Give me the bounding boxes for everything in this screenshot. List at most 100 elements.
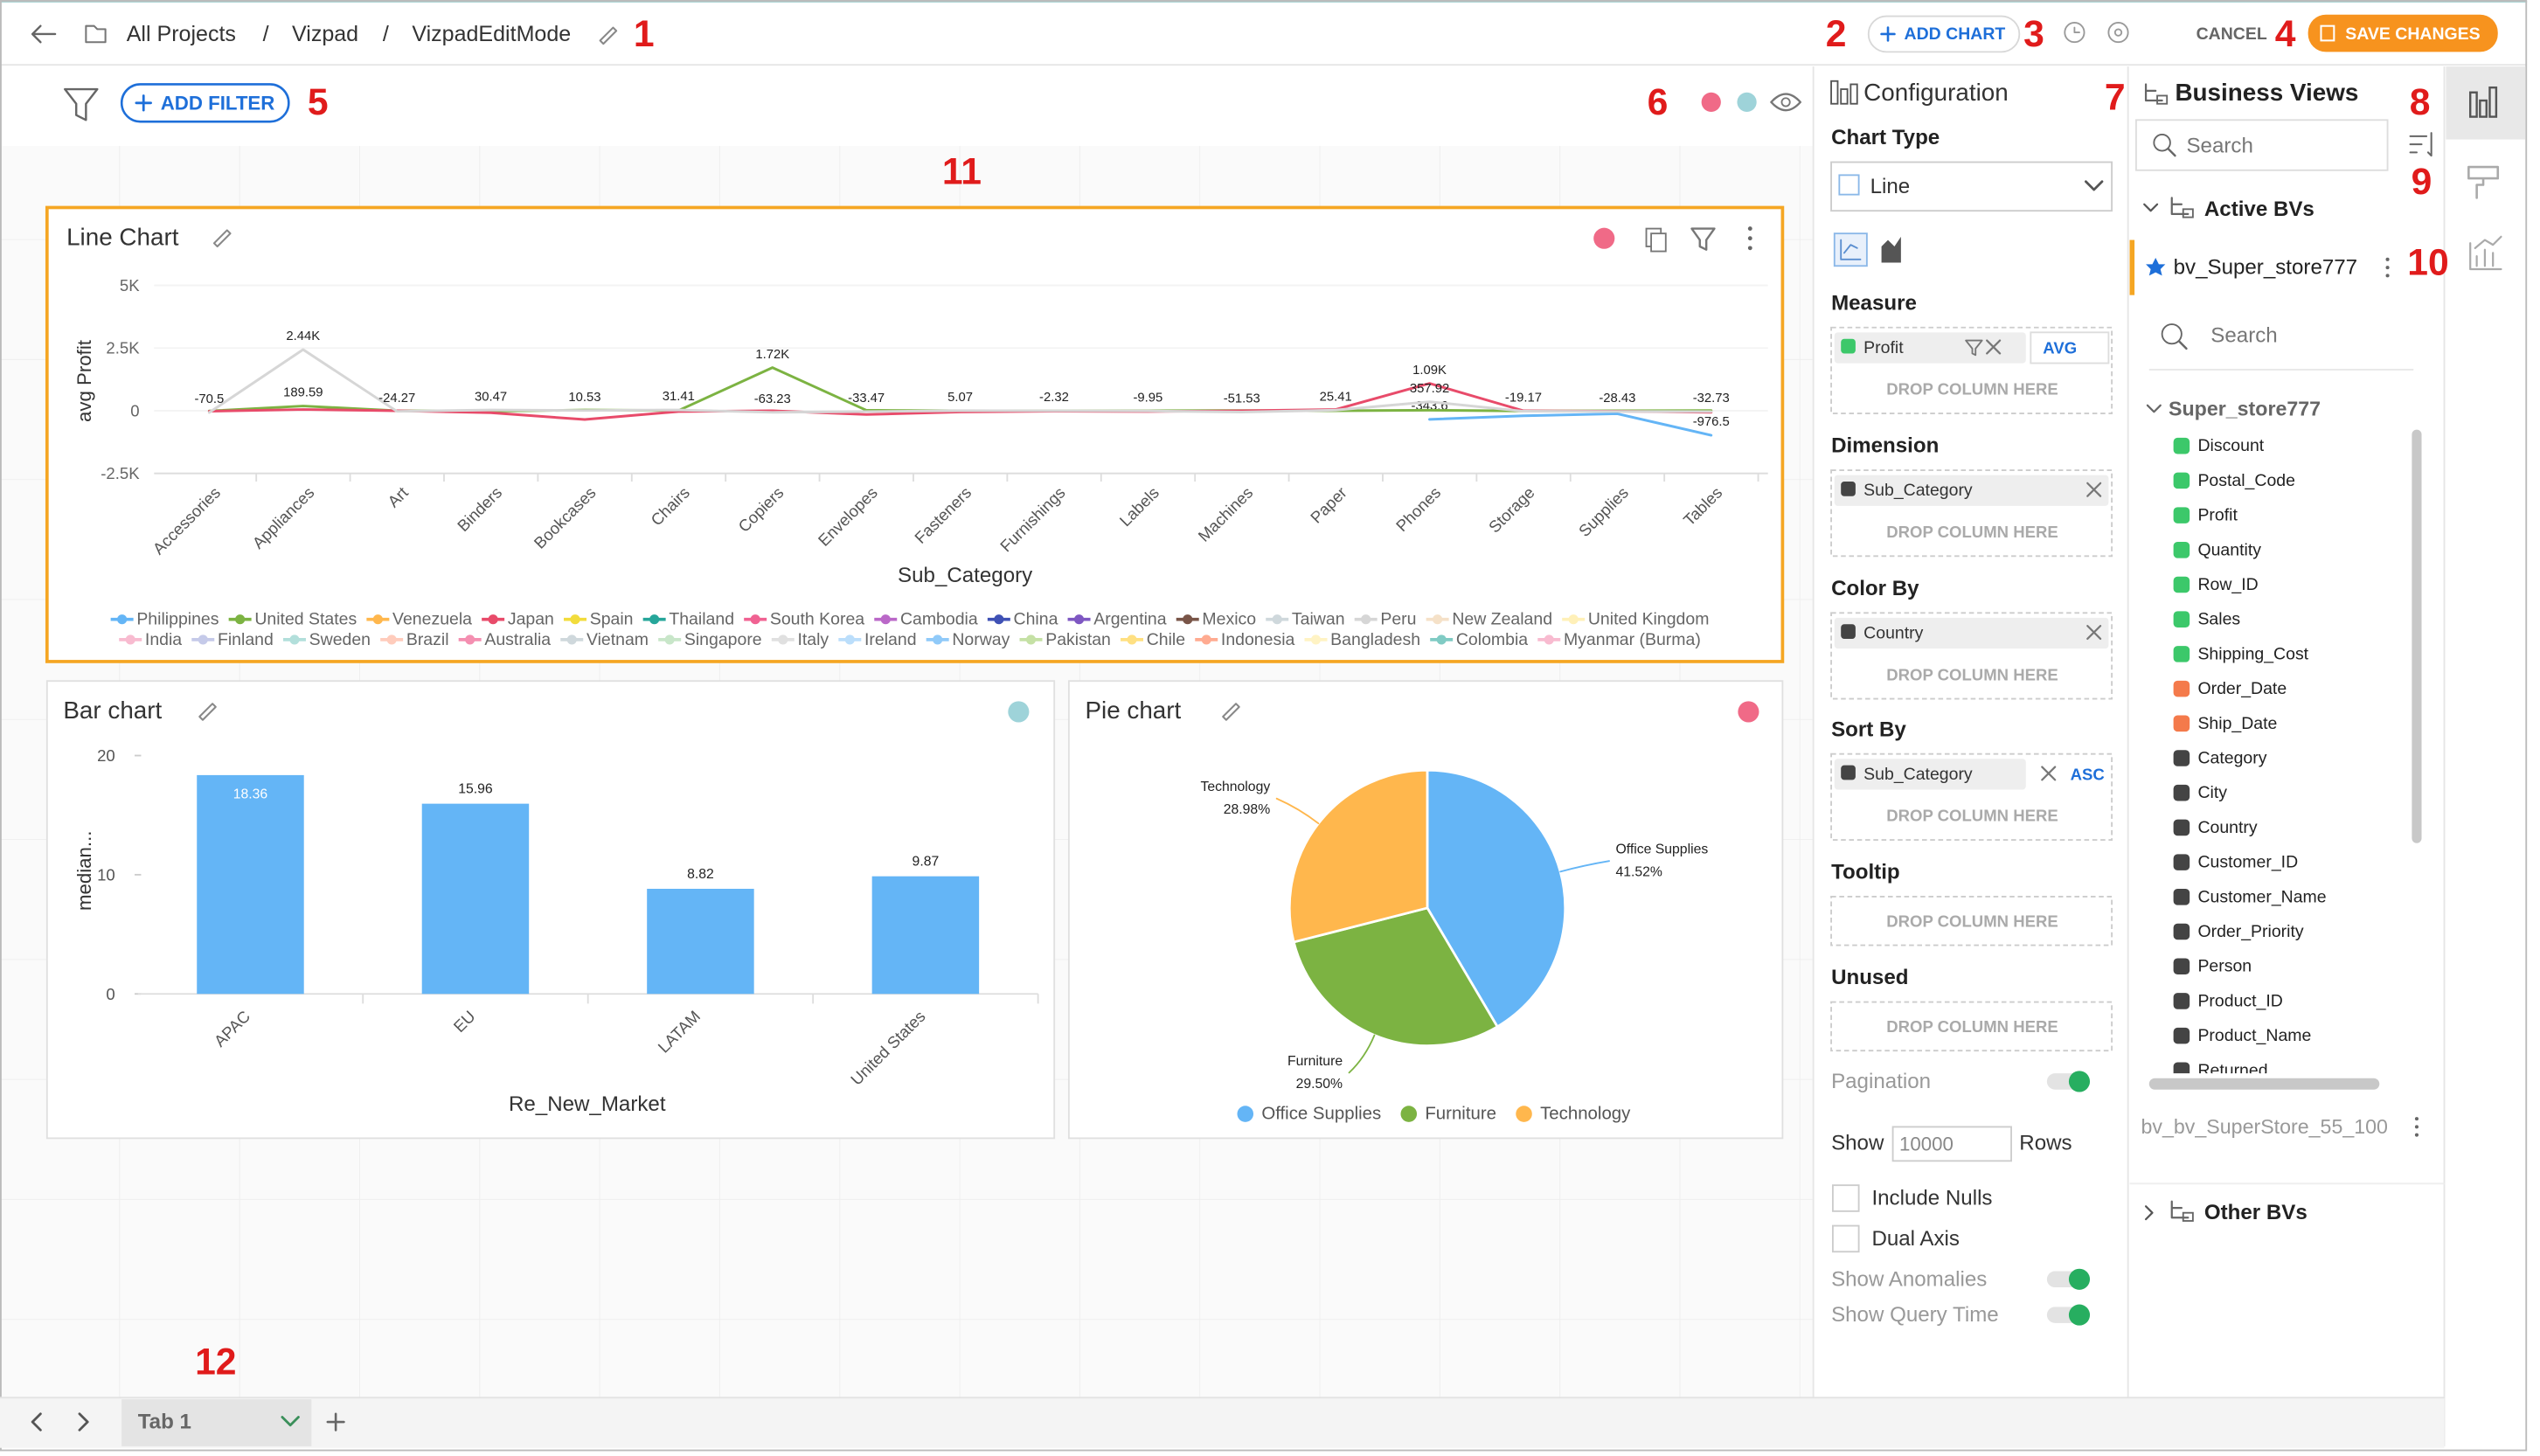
edit-icon[interactable] <box>1222 703 1240 721</box>
status-dot[interactable] <box>1738 701 1759 723</box>
filter-icon[interactable] <box>1965 339 1983 357</box>
column-name[interactable]: Order_Priority <box>2197 922 2303 941</box>
legend-item[interactable]: Pakistan <box>1019 630 1111 649</box>
legend-item[interactable]: Spain <box>564 610 634 629</box>
chart-type-value[interactable]: Line <box>1870 175 1911 198</box>
drop-zone[interactable] <box>1830 612 2113 700</box>
column-name[interactable]: Person <box>2197 957 2252 976</box>
legend-item[interactable]: Technology <box>1516 1105 1631 1124</box>
checkbox[interactable] <box>1831 1184 1860 1212</box>
column-name[interactable]: Sales <box>2197 610 2240 629</box>
remove-icon[interactable] <box>1986 339 2002 355</box>
order-button[interactable] <box>2066 759 2109 790</box>
column-name[interactable]: Customer_Name <box>2197 887 2326 906</box>
column-name[interactable]: Country <box>2197 818 2257 837</box>
checkbox[interactable] <box>1831 1224 1860 1253</box>
rows-input[interactable] <box>1891 1126 2012 1162</box>
legend-item[interactable]: Colombia <box>1430 630 1528 649</box>
tab[interactable] <box>121 1399 312 1446</box>
column-name[interactable]: Discount <box>2197 436 2264 455</box>
column-name[interactable]: Returned <box>2197 1061 2267 1080</box>
breadcrumb-item[interactable]: All Projects <box>127 22 236 46</box>
column-name[interactable]: Customer_ID <box>2197 853 2298 872</box>
column-name[interactable]: Profit <box>2197 506 2238 525</box>
column-pill[interactable] <box>1834 759 2026 790</box>
legend-item[interactable]: Italy <box>771 630 829 649</box>
legend-item[interactable]: Peru <box>1354 610 1417 629</box>
legend-item[interactable]: Venezuela <box>366 610 472 629</box>
rail-icon[interactable] <box>2469 235 2502 271</box>
add-chart-label[interactable]: ADD CHART <box>1905 24 2006 44</box>
prev-tab-button[interactable] <box>31 1412 42 1432</box>
add-filter-label[interactable]: ADD FILTER <box>161 92 275 114</box>
legend-item[interactable]: Philippines <box>110 610 219 629</box>
drop-zone[interactable] <box>1830 326 2113 415</box>
edit-icon[interactable] <box>212 229 232 248</box>
area-variant-button[interactable] <box>1881 236 1901 263</box>
legend-item[interactable]: Office Supplies <box>1237 1105 1381 1124</box>
legend-item[interactable]: New Zealand <box>1426 610 1552 629</box>
drop-zone[interactable] <box>1830 1001 2113 1052</box>
filter-icon[interactable] <box>1690 227 1716 251</box>
save-label[interactable]: SAVE CHANGES <box>2345 24 2480 44</box>
color-dot[interactable] <box>1737 92 1757 113</box>
add-tab-button[interactable] <box>326 1412 345 1432</box>
rail-icon[interactable] <box>2467 165 2500 199</box>
bv-name[interactable]: bv_Super_store777 <box>2174 256 2357 280</box>
rows-input-value[interactable]: 10000 <box>1899 1133 1954 1154</box>
legend-item[interactable]: Bangladesh <box>1304 630 1421 649</box>
legend-item[interactable]: Ireland <box>838 630 917 649</box>
breadcrumb-item[interactable]: Vizpad <box>292 22 358 46</box>
column-pill[interactable] <box>1834 617 2109 649</box>
status-dot[interactable] <box>1593 227 1615 249</box>
remove-icon[interactable] <box>2086 625 2102 641</box>
add-chart-button[interactable] <box>1867 15 2021 53</box>
legend-item[interactable]: Indonesia <box>1195 630 1295 649</box>
column-pill[interactable] <box>1834 475 2109 506</box>
legend-item[interactable]: Vietnam <box>560 630 649 649</box>
search-placeholder[interactable]: Search <box>2210 324 2277 348</box>
search-input[interactable] <box>2135 119 2389 171</box>
aggregate-button[interactable] <box>2030 331 2110 364</box>
status-dot[interactable] <box>1008 701 1030 723</box>
legend-item[interactable]: Norway <box>926 630 1010 649</box>
legend-item[interactable]: Brazil <box>380 630 449 649</box>
legend-item[interactable]: Japan <box>482 610 554 629</box>
sort-icon[interactable] <box>2409 132 2432 157</box>
legend-item[interactable]: India <box>119 630 182 649</box>
chevron-icon[interactable] <box>2143 203 2159 212</box>
column-name[interactable]: Product_Name <box>2197 1026 2311 1045</box>
column-name[interactable]: Order_Date <box>2197 679 2287 698</box>
legend-item[interactable]: Myanmar (Burma) <box>1537 630 1701 649</box>
tab-menu-icon[interactable] <box>281 1416 300 1427</box>
legend-item[interactable]: Taiwan <box>1266 610 1345 629</box>
drop-zone[interactable] <box>1830 896 2113 946</box>
column-name[interactable]: Row_ID <box>2197 575 2258 594</box>
save-button[interactable] <box>2308 14 2498 52</box>
legend-item[interactable]: United States <box>228 610 357 629</box>
chart-card[interactable] <box>45 205 1785 663</box>
edit-icon[interactable] <box>198 703 217 721</box>
legend-item[interactable]: Australia <box>458 630 552 649</box>
legend-item[interactable]: Singapore <box>658 630 762 649</box>
bar[interactable] <box>197 774 304 995</box>
remove-icon[interactable] <box>2041 766 2057 781</box>
legend-item[interactable]: Argentina <box>1067 610 1167 629</box>
legend-item[interactable]: Furniture <box>1400 1105 1496 1124</box>
column-name[interactable]: Quantity <box>2197 540 2261 559</box>
legend-item[interactable]: Thailand <box>642 610 734 629</box>
remove-icon[interactable] <box>2086 482 2102 497</box>
other-bv-name[interactable]: bv_bv_SuperStore_55_100 <box>2141 1115 2388 1139</box>
bar[interactable] <box>871 876 980 995</box>
filter-icon[interactable] <box>64 87 99 121</box>
legend-item[interactable]: United Kingdom <box>1562 610 1709 629</box>
column-name[interactable]: Ship_Date <box>2197 714 2277 733</box>
drop-zone[interactable] <box>1830 752 2113 841</box>
add-filter-button[interactable] <box>120 83 290 123</box>
cancel-button[interactable]: CANCEL <box>2196 24 2267 44</box>
drop-zone[interactable] <box>1830 469 2113 558</box>
edit-icon[interactable] <box>599 26 618 45</box>
legend-item[interactable]: Sweden <box>282 630 371 649</box>
legend-item[interactable]: China <box>987 610 1058 629</box>
chart-type-select[interactable] <box>1830 161 2113 212</box>
